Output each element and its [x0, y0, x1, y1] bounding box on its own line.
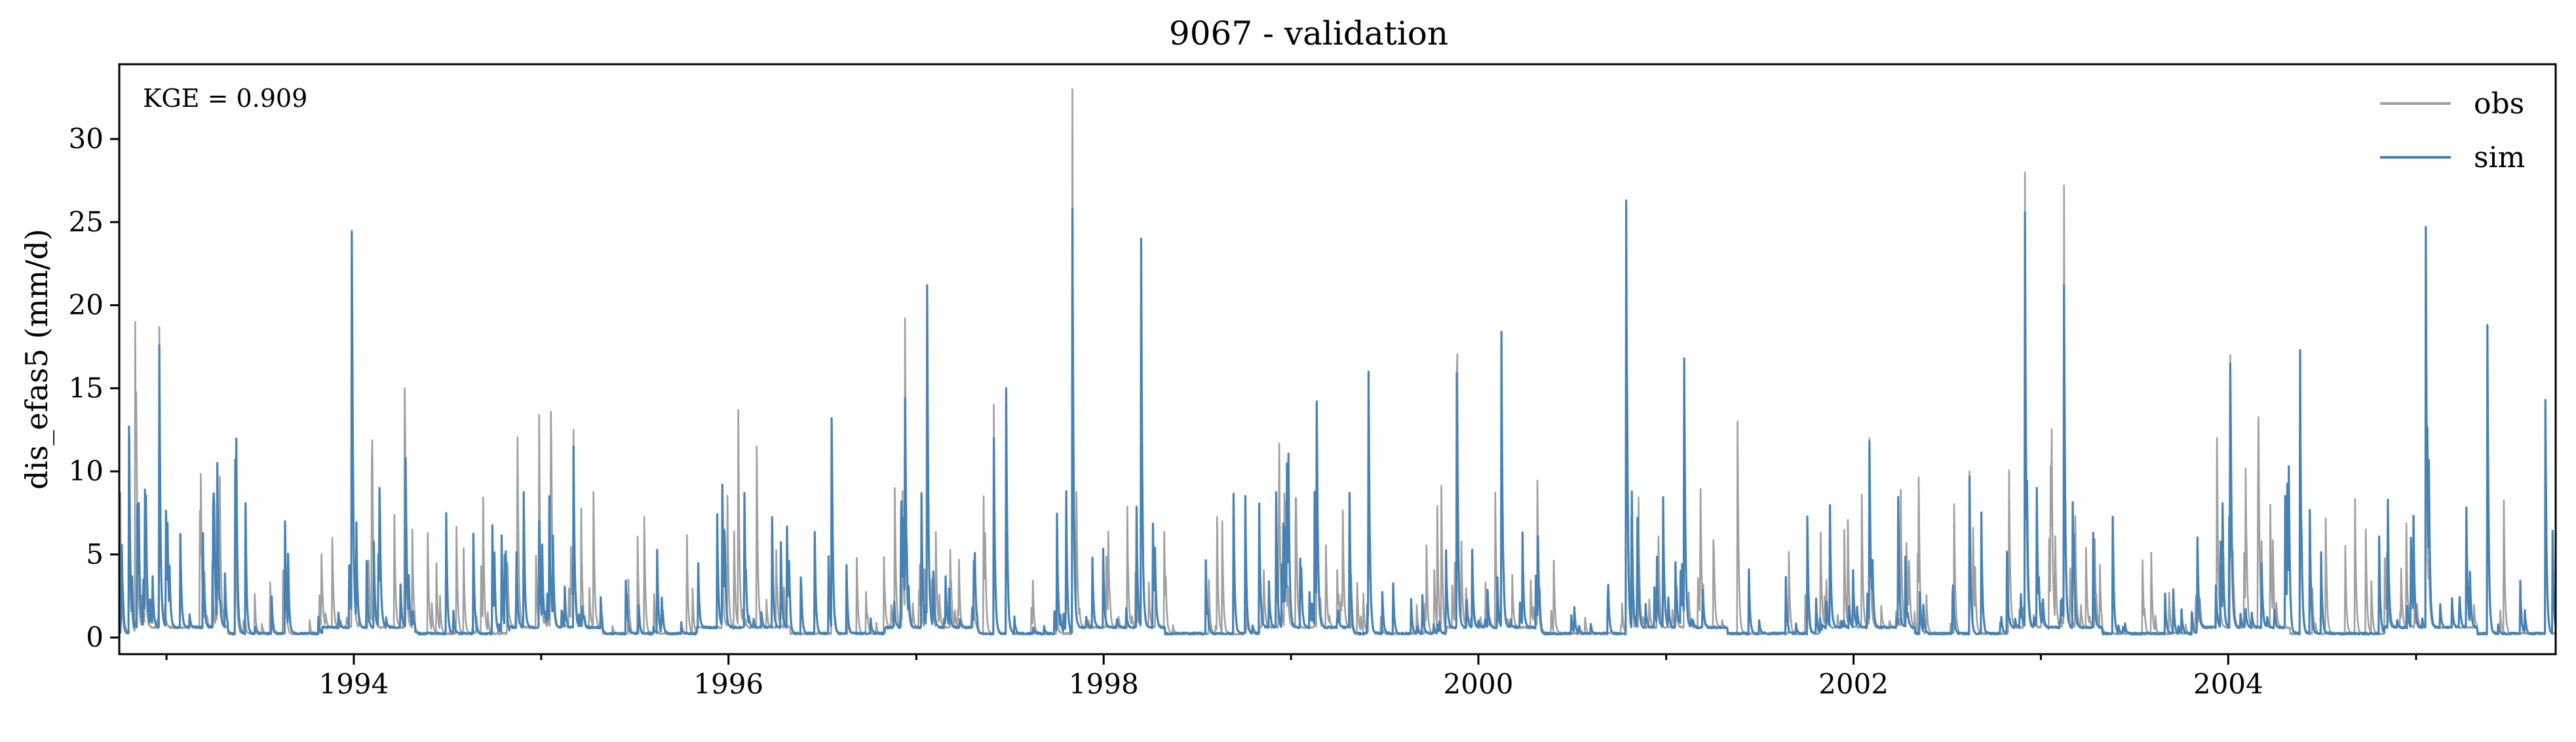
x-tick-label: 2004	[2193, 668, 2263, 700]
x-tick-label: 2000	[1444, 668, 1514, 700]
series-line-obs	[119, 88, 2556, 636]
y-tick-label: 0	[86, 621, 104, 654]
y-axis: 0 5 10 15 20 25 30	[69, 123, 119, 654]
y-tick-label: 10	[69, 455, 104, 487]
x-tick-label: 1998	[1069, 668, 1139, 700]
x-tick-label: 1996	[693, 668, 763, 700]
y-tick-label: 15	[69, 372, 104, 404]
y-tick-label: 25	[69, 206, 104, 238]
x-tick-label: 2002	[1818, 668, 1889, 700]
series-line-sim	[119, 199, 2556, 636]
y-tick-label: 20	[69, 289, 104, 321]
x-tick-label: 1994	[318, 668, 389, 700]
x-axis: 1994 1996 1998 2000 2002 2004	[165, 654, 2417, 700]
chart-title: 9067 - validation	[1169, 14, 1448, 52]
y-tick-label: 30	[69, 123, 104, 155]
y-axis-label: dis_efas5 (mm/d)	[19, 229, 54, 490]
legend: obs sim	[2380, 87, 2525, 174]
plot-frame	[118, 63, 2557, 655]
series-layer	[119, 88, 2556, 636]
y-tick-label: 5	[86, 538, 104, 570]
legend-label-sim: sim	[2474, 141, 2525, 174]
kge-annotation: KGE = 0.909	[143, 84, 307, 113]
legend-label-obs: obs	[2474, 87, 2524, 121]
